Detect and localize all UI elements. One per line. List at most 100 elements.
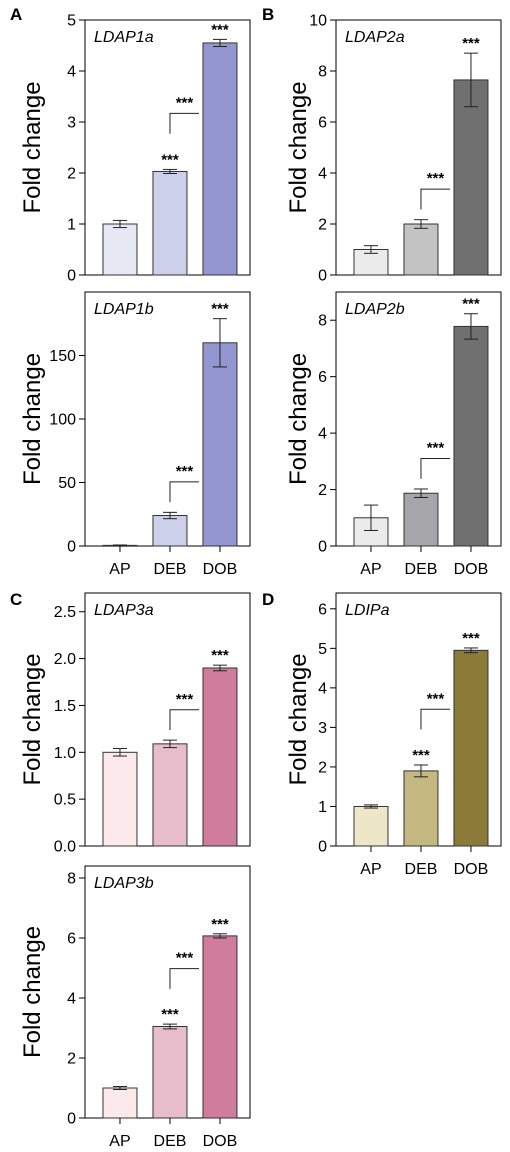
x-tick-label-dob: DOB (454, 561, 489, 578)
significance-bracket (169, 968, 199, 989)
y-tick-label: 8 (67, 871, 76, 888)
bar-dob (202, 667, 238, 847)
significance-stars-dob: *** (462, 35, 480, 52)
y-axis-label: Fold change (19, 926, 46, 1058)
bar-deb (152, 515, 188, 547)
y-tick-label: 4 (318, 426, 327, 443)
significance-bracket (169, 709, 199, 730)
y-tick-label: 150 (49, 348, 76, 365)
chart-panel-ldap3a: 0.0 0.5 1.0 1.5 2.0 2.5 Fold change LDAP3a *** **… (19, 592, 251, 856)
y-tick-label: 4 (67, 64, 76, 81)
bracket-stars: *** (427, 690, 445, 707)
y-tick-label: 2 (318, 482, 327, 499)
x-tick-label-deb: DEB (154, 561, 187, 578)
x-tick-label-deb: DEB (405, 861, 438, 878)
chart-panel-ldap1a: 0 1 2 3 4 5 Fold change LDAP1a *** *** *** (19, 13, 251, 285)
bracket-stars: *** (176, 94, 194, 111)
x-tick-label-ap: AP (109, 1133, 130, 1150)
bar-ap (102, 751, 138, 847)
panel-letter-b: B (262, 5, 274, 24)
y-tick-label: 8 (318, 64, 327, 81)
y-tick-label: 0 (67, 539, 76, 556)
bracket-stars: *** (176, 950, 194, 967)
y-tick-label: 3 (318, 720, 327, 737)
significance-stars-dob: *** (211, 301, 229, 318)
bar-dob (453, 325, 489, 547)
significance-stars-dob: *** (462, 630, 480, 647)
bar-deb (152, 170, 188, 276)
y-tick-label: 1 (318, 799, 327, 816)
y-tick-label: 10 (309, 13, 327, 30)
y-tick-label: 0 (318, 268, 327, 285)
x-tick-label-dob: DOB (454, 861, 489, 878)
x-tick-label-ap: AP (360, 561, 381, 578)
chart-panel-ldipa: 0 1 2 3 4 5 6 Fold change LDIPa *** *** *** AP DEB DOB (285, 592, 502, 878)
bar-ap (102, 223, 138, 276)
y-tick-label: 2 (318, 759, 327, 776)
y-tick-label: 100 (49, 412, 76, 429)
y-axis-label: Fold change (285, 353, 312, 485)
y-tick-label: 0 (67, 1111, 76, 1128)
y-tick-label: 8 (318, 313, 327, 330)
panel-letters: A B C D (10, 5, 274, 609)
y-tick-label: 0 (67, 268, 76, 285)
chart-title: LDAP2b (345, 301, 405, 318)
bar-ap (102, 1087, 138, 1119)
x-tick-label-dob: DOB (203, 1133, 238, 1150)
y-tick-label: 0 (318, 839, 327, 856)
x-tick-label-dob: DOB (203, 561, 238, 578)
chart-title: LDAP2a (345, 29, 405, 46)
y-tick-label: 4 (318, 166, 327, 183)
bar-deb (403, 770, 439, 847)
panel-letter-d: D (262, 590, 274, 609)
bracket-stars: *** (176, 463, 194, 480)
y-tick-label: 2.5 (54, 604, 76, 621)
significance-stars-deb: *** (412, 747, 430, 764)
y-tick-label: 0.5 (54, 792, 76, 809)
bracket-stars: *** (427, 440, 445, 457)
chart-title: LDAP1a (94, 29, 154, 46)
bar-dob (202, 935, 238, 1119)
significance-bracket (420, 708, 450, 730)
bar-dob (453, 649, 489, 847)
y-tick-label: 5 (67, 13, 76, 30)
y-tick-label: 0.0 (54, 839, 76, 856)
y-axis-label: Fold change (285, 653, 312, 785)
y-tick-label: 2 (318, 217, 327, 234)
bar-deb (403, 223, 439, 276)
y-axis-label: Fold change (19, 653, 46, 785)
y-axis-label: Fold change (19, 353, 46, 485)
chart-title: LDAP1b (94, 301, 154, 318)
y-tick-label: 0 (318, 539, 327, 556)
significance-stars-deb: *** (161, 151, 179, 168)
chart-panel-ldap2b: 0 2 4 6 8 Fold change LDAP2b *** *** AP DEB DOB (285, 291, 502, 578)
y-tick-label: 4 (318, 680, 327, 697)
y-tick-label: 6 (67, 931, 76, 948)
y-tick-label: 2 (67, 1051, 76, 1068)
x-tick-label-ap: AP (109, 561, 130, 578)
y-tick-label: 2.0 (54, 651, 76, 668)
bar-deb (152, 1026, 188, 1119)
y-tick-label: 3 (67, 115, 76, 132)
bar-dob (202, 342, 238, 547)
chart-panel-ldap2a: 0 2 4 6 8 10 Fold change LDAP2a *** *** (285, 13, 502, 285)
panel-letter-c: C (10, 590, 22, 609)
x-tick-label-ap: AP (360, 861, 381, 878)
y-axis-label: Fold change (19, 81, 46, 213)
y-tick-label: 50 (58, 475, 76, 492)
y-tick-label: 6 (318, 115, 327, 132)
significance-stars-dob: *** (211, 21, 229, 38)
significance-bracket (420, 188, 450, 210)
chart-title: LDAP3b (94, 875, 154, 892)
significance-bracket (169, 112, 199, 134)
significance-bracket (169, 481, 199, 503)
bar-dob (202, 42, 238, 276)
bar-ap (353, 805, 389, 847)
chart-title: LDIPa (345, 602, 390, 619)
y-tick-label: 2 (67, 166, 76, 183)
significance-stars-dob: *** (462, 296, 480, 313)
x-tick-label-deb: DEB (405, 561, 438, 578)
y-tick-label: 1.5 (54, 698, 76, 715)
significance-stars-deb: *** (161, 1006, 179, 1023)
